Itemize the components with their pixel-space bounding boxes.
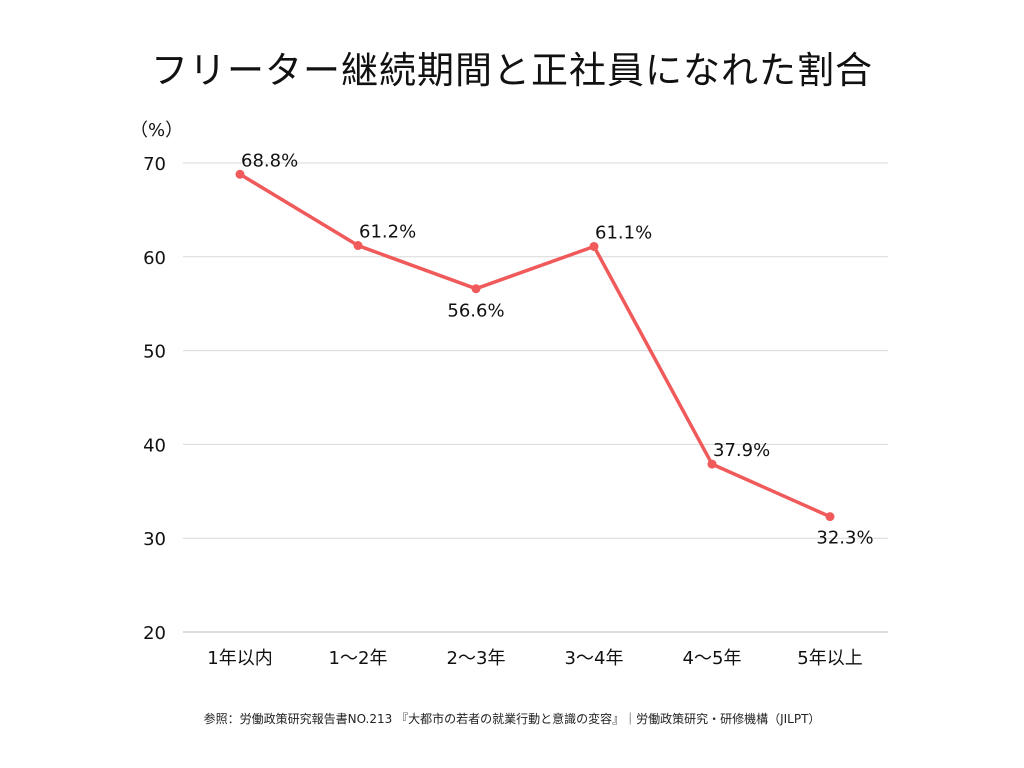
y-tick-label: 60 (143, 248, 166, 269)
y-tick-label: 70 (143, 154, 166, 175)
data-point (589, 241, 599, 251)
data-point (353, 241, 363, 251)
data-point (235, 169, 245, 179)
y-axis-unit-label: （%） (130, 120, 183, 141)
x-tick-label: 2〜3年 (447, 648, 506, 669)
x-tick-label: 1〜2年 (329, 648, 388, 669)
chart-title: フリーター継続期間と正社員になれた割合 (151, 49, 873, 92)
y-tick-label: 20 (143, 623, 166, 644)
data-labels: 68.8% 61.2% 56.6% 61.1% 37.9% 32.3% (241, 150, 874, 548)
line-chart: （%） 70 60 50 40 30 20 1年以内 1〜2年 2〜3年 3〜4年 4〜5年 5年以… (130, 120, 888, 669)
y-tick-label: 40 (143, 435, 166, 456)
x-tick-label: 3〜4年 (565, 648, 624, 669)
data-label: 56.6% (447, 301, 504, 322)
x-axis-ticks: 1年以内 1〜2年 2〜3年 3〜4年 4〜5年 5年以上 (207, 648, 862, 669)
series-layer (235, 169, 835, 522)
x-tick-label: 5年以上 (797, 648, 862, 669)
data-label: 68.8% (241, 150, 298, 171)
y-tick-label: 50 (143, 342, 166, 363)
y-axis-ticks: 70 60 50 40 30 20 (143, 154, 166, 644)
data-label: 37.9% (713, 440, 770, 461)
data-label: 61.1% (595, 222, 652, 243)
data-label: 61.2% (359, 222, 416, 243)
gridlines (183, 162, 888, 633)
source-note: 参照：労働政策研究報告書NO.213 『大都市の若者の就業行動と意識の変容』｜労… (203, 712, 821, 726)
x-tick-label: 1年以内 (207, 648, 272, 669)
data-label: 32.3% (816, 528, 873, 549)
data-point (471, 284, 481, 294)
series-line (238, 172, 832, 519)
x-tick-label: 4〜5年 (683, 648, 742, 669)
y-tick-label: 30 (143, 529, 166, 550)
data-point (825, 512, 835, 522)
data-point (707, 459, 717, 469)
